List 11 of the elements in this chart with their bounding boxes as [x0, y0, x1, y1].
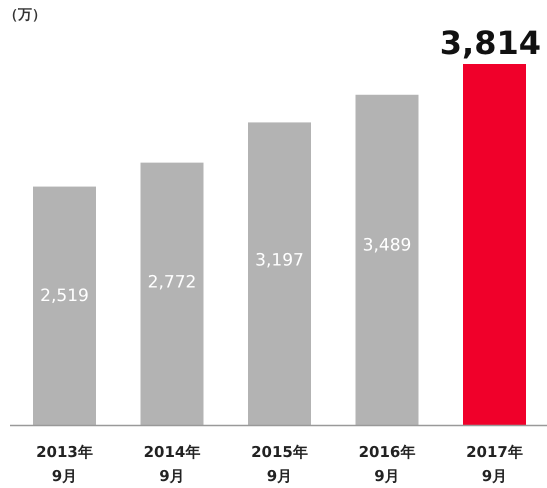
data-label: 3,489 — [362, 235, 412, 256]
data-label: 3,197 — [255, 250, 304, 271]
x-tick-label: 2016年 9月 — [358, 443, 416, 485]
data-label: 2,772 — [148, 272, 196, 293]
x-tick-label: 2015年 9月 — [251, 443, 308, 485]
data-label: 3,814 — [440, 24, 541, 62]
y-axis-title: （万） — [4, 7, 46, 23]
x-tick-label: 2014年 9月 — [144, 443, 200, 485]
x-tick-label: 2017年 9月 — [466, 443, 523, 485]
data-label: 2,519 — [40, 286, 89, 306]
x-tick-label: 2013年 9月 — [36, 443, 93, 485]
